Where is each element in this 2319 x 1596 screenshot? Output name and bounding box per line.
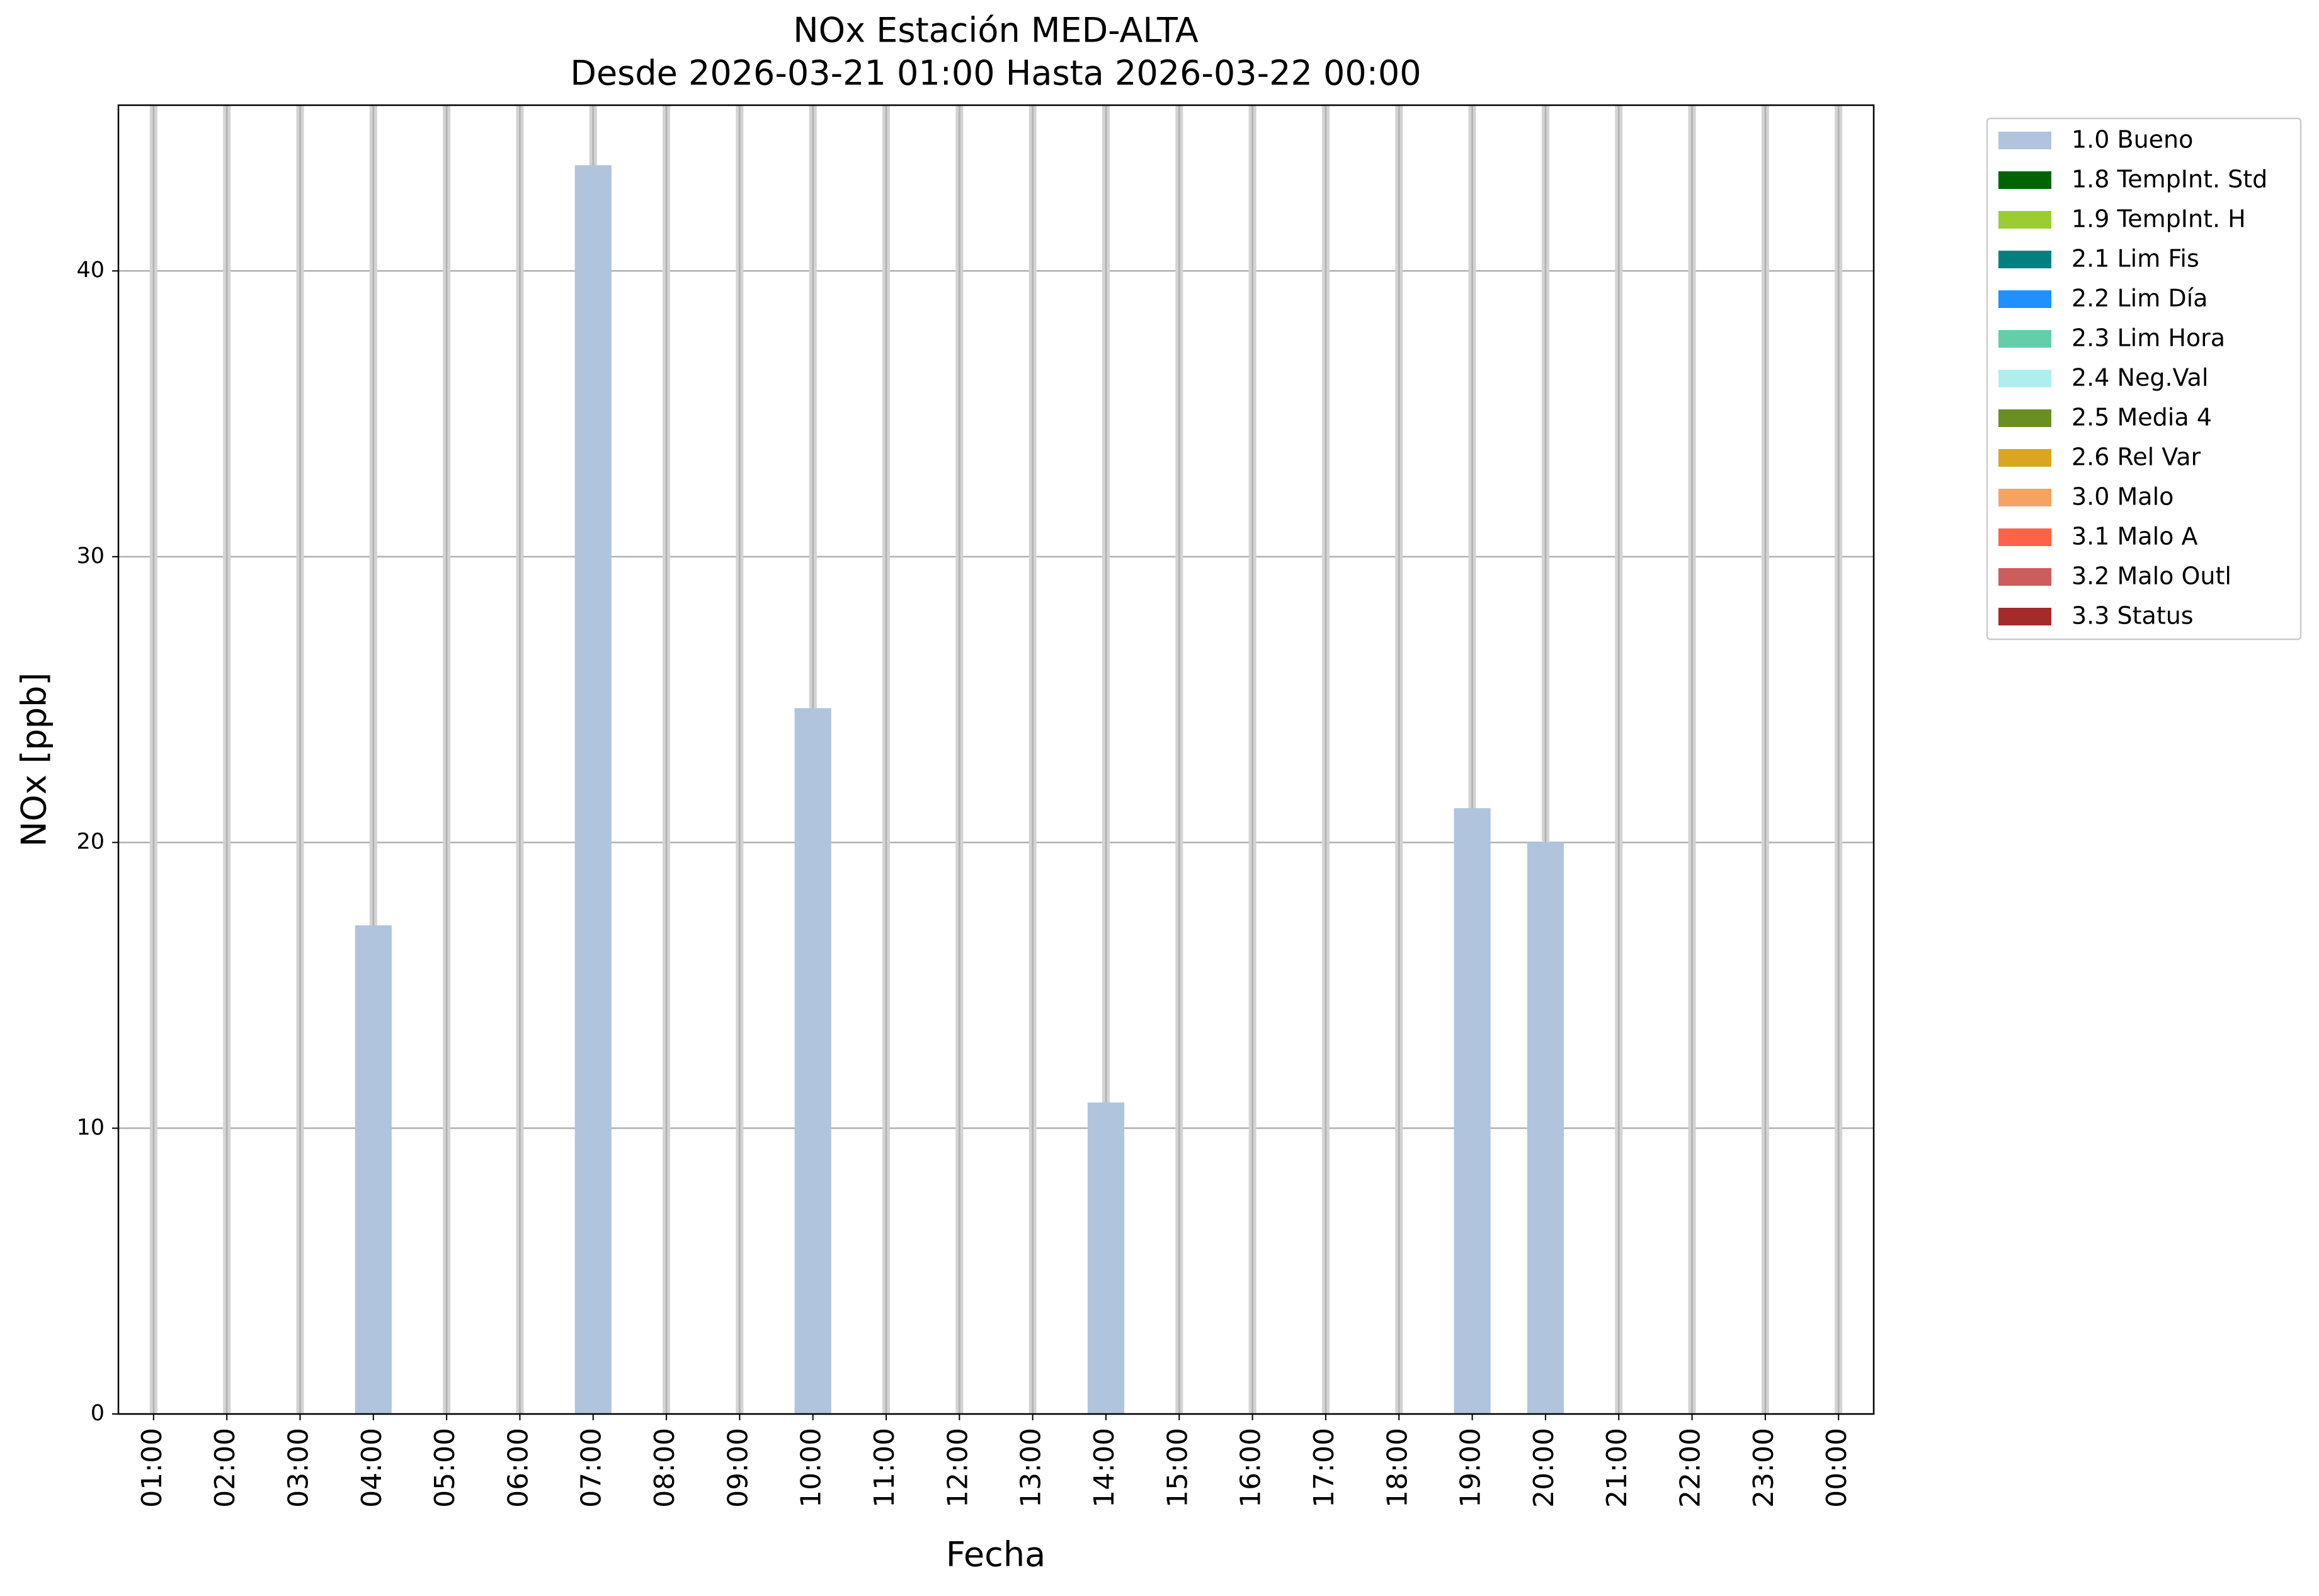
legend-swatch [1998,489,2051,506]
y-tick-label: 10 [76,1115,105,1140]
x-tick-label: 18:00 [1381,1428,1413,1508]
legend-label: 3.0 Malo [2071,483,2174,511]
x-tick-label: 10:00 [795,1428,828,1508]
x-tick-label: 13:00 [1015,1428,1047,1508]
bar [1087,1102,1125,1414]
legend-label: 2.4 Neg.Val [2071,364,2208,392]
legend-label: 1.0 Bueno [2071,126,2193,154]
legend-swatch [1998,211,2051,229]
legend-label: 2.6 Rel Var [2071,443,2201,471]
x-tick-label: 19:00 [1455,1428,1487,1508]
legend-swatch [1998,409,2051,427]
legend-label: 2.5 Media 4 [2071,404,2212,431]
x-tick-label: 08:00 [649,1428,681,1508]
y-tick-label: 40 [76,258,105,283]
x-axis-label: Fecha [946,1535,1046,1575]
x-tick-label: 06:00 [502,1428,534,1508]
legend-swatch [1998,568,2051,586]
chart-subtitle: Desde 2026-03-21 01:00 Hasta 2026-03-22 … [570,54,1421,93]
bar [355,925,392,1414]
x-tick-label: 05:00 [429,1428,461,1508]
bar [794,708,831,1414]
x-tick-label: 20:00 [1528,1428,1560,1508]
x-tick-label: 04:00 [356,1428,388,1508]
y-tick-label: 30 [76,544,105,569]
legend-label: 3.1 Malo A [2071,523,2197,550]
legend-swatch [1998,251,2051,268]
y-tick-label: 0 [91,1401,105,1426]
legend-label: 3.2 Malo Outl [2071,562,2231,590]
x-tick-label: 11:00 [869,1428,901,1508]
bar [1527,842,1564,1414]
legend-swatch [1998,370,2051,387]
x-tick-label: 09:00 [722,1428,754,1508]
legend-swatch [1998,330,2051,348]
legend-swatch [1998,290,2051,308]
x-tick-label: 12:00 [942,1428,974,1508]
x-tick-label: 02:00 [209,1428,241,1508]
legend-swatch [1998,449,2051,467]
legend-label: 2.2 Lim Día [2071,285,2208,312]
x-tick-label: 03:00 [282,1428,314,1508]
x-tick-label: 22:00 [1675,1428,1707,1508]
x-tick-label: 21:00 [1601,1428,1633,1508]
y-tick-label: 20 [76,829,105,855]
legend-label: 3.3 Status [2071,602,2194,630]
x-tick-label: 23:00 [1748,1428,1780,1508]
bar [1454,808,1491,1414]
x-tick-label: 07:00 [576,1428,608,1508]
plot-frame [117,104,1875,1415]
legend-swatch [1998,171,2051,189]
x-tick-label: 00:00 [1821,1428,1853,1508]
bar [574,165,612,1414]
x-tick-label: 14:00 [1088,1428,1120,1508]
legend-swatch [1998,132,2051,149]
legend: 1.0 Bueno 1.8 TempInt. Std 1.9 TempInt. H 2… [1986,117,2302,641]
x-tick-label: 17:00 [1308,1428,1340,1508]
legend-label: 1.8 TempInt. Std [2071,166,2267,193]
bars [355,165,1564,1414]
legend-label: 2.3 Lim Hora [2071,324,2225,352]
legend-label: 2.1 Lim Fis [2071,245,2199,273]
x-tick-label: 16:00 [1235,1428,1267,1508]
y-axis-label: NOx [ppb] [14,673,54,847]
legend-label: 1.9 TempInt. H [2071,205,2246,233]
legend-frame [1986,117,2302,641]
legend-swatch [1998,608,2051,625]
x-tick-label: 01:00 [136,1428,168,1508]
legend-swatch [1998,528,2051,546]
x-tick-label: 15:00 [1161,1428,1194,1508]
chart-title: NOx Estación MED-ALTA [793,11,1199,50]
